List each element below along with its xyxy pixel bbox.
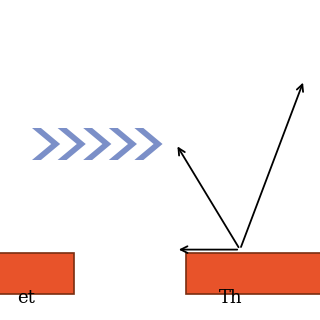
Polygon shape [134, 128, 163, 160]
Text: Th: Th [219, 289, 242, 307]
Polygon shape [109, 128, 137, 160]
Polygon shape [83, 128, 111, 160]
Polygon shape [58, 128, 86, 160]
Polygon shape [32, 128, 60, 160]
Bar [0, 253, 74, 294]
Text: et: et [17, 289, 35, 307]
Bar [186, 253, 320, 294]
